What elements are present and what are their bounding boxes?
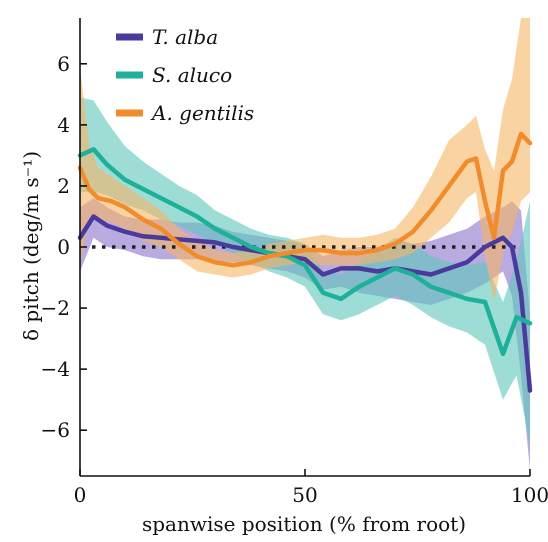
legend-entry: T. alba [152,25,218,49]
series-line [77,131,533,268]
y-ticks: 6 4 2 0 −2 −4 −6 [41,52,87,442]
y-tick-label: −4 [41,357,70,381]
uncertainty-bands [80,18,530,470]
y-tick-label: −2 [41,296,70,320]
series-line [77,214,533,393]
confidence-band [80,18,530,302]
x-ticks: 0 50 100 [74,469,548,507]
series-line [77,147,533,357]
y-tick-label: −6 [41,418,70,442]
x-axis-label: spanwise position (% from root) [142,512,466,536]
series-lines [77,131,533,393]
y-tick-label: 6 [57,52,70,76]
legend: T. alba S. aluco A. gentilis [116,25,254,125]
y-tick-label: 0 [57,235,70,259]
axes: 6 4 2 0 −2 −4 −6 0 50 100 [41,18,548,507]
legend-entry: S. aluco [152,63,232,87]
legend-entry: A. gentilis [150,101,254,125]
x-tick-label: 50 [292,483,317,507]
confidence-band [80,97,530,446]
x-tick-label: 100 [511,483,548,507]
y-tick-label: 2 [57,174,70,198]
x-tick-label: 0 [74,483,87,507]
y-axis-label: δ pitch (deg/m s⁻¹) [19,151,43,341]
y-tick-label: 4 [57,113,70,137]
